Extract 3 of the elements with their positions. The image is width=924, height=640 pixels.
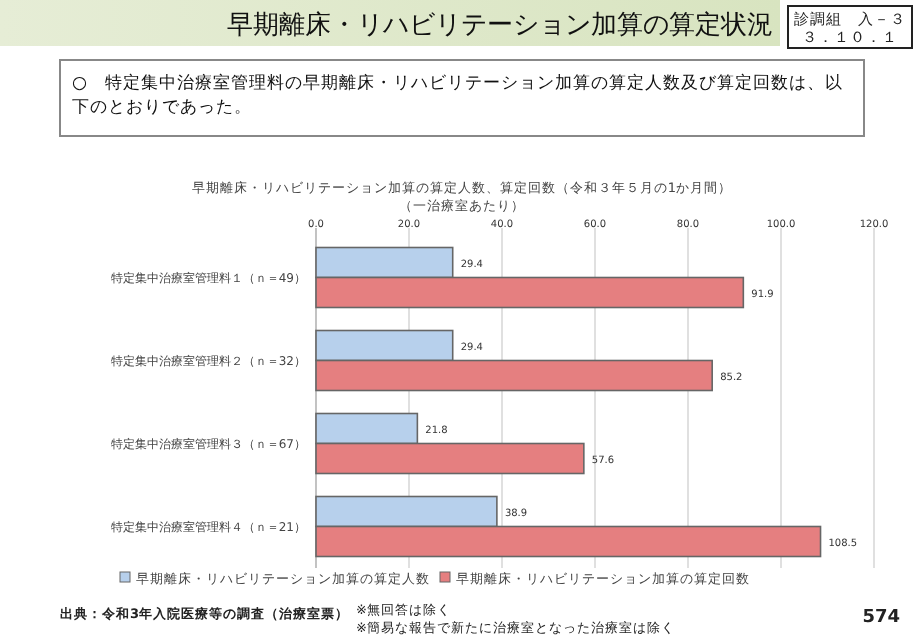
text: 574 [862, 608, 900, 628]
text: ○ 特定集中治療室管理料の早期離床・リハビリテーション加算の算定人数及び算定回数は、以下のとおりであった。 [72, 72, 845, 120]
chart-title: 早期離床・リハビリテーション加算の算定状況 [227, 11, 773, 41]
